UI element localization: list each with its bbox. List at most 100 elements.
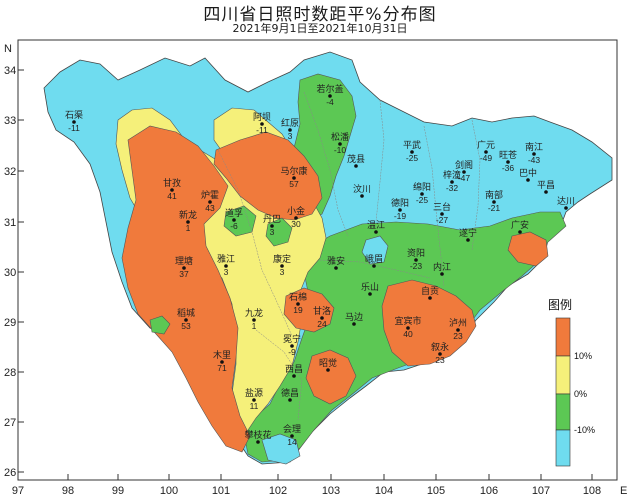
station-dot	[260, 122, 264, 126]
lon-tick-label: 103	[322, 485, 340, 497]
station-36: 内江	[433, 261, 451, 276]
station-name: 松潘	[331, 131, 349, 143]
station-dot	[294, 216, 298, 220]
station-name: 绵阳	[413, 181, 431, 193]
station-value: -9	[288, 347, 296, 357]
station-dot	[290, 434, 294, 438]
lon-tick-label: 108	[583, 485, 601, 497]
zone-cyan-panzhihua	[261, 433, 301, 465]
station-dot	[564, 206, 568, 210]
station-35: 资阳 -23	[407, 248, 425, 271]
station-19: 平昌	[537, 180, 555, 194]
station-13: 汶川	[353, 183, 371, 198]
station-7: 旺苍 -36	[499, 149, 517, 173]
station-48: 木里 71	[213, 349, 231, 373]
station-name: 丹巴	[263, 214, 281, 225]
station-name: 德昌	[281, 387, 299, 399]
station-value: 3	[280, 267, 285, 277]
station-dot	[368, 292, 372, 296]
station-value: 3	[288, 131, 293, 141]
station-dot	[506, 160, 510, 164]
station-46: 马边	[345, 312, 363, 326]
station-21: 道孚 -6	[225, 207, 243, 231]
station-markers: 石渠 -11 若尔盖 -4 阿坝 -11 红原 3 松潘 -10 平武 -25 广元 -49 旺苍 -36 南江…	[65, 83, 575, 447]
station-8: 南江 -43	[525, 141, 543, 165]
station-dot	[352, 322, 356, 326]
station-dot	[288, 128, 292, 132]
station-value: 3	[270, 227, 275, 237]
station-value: -43	[528, 155, 541, 165]
station-42: 自贡	[421, 285, 439, 300]
station-40: 甘洛 24	[313, 305, 331, 329]
station-24: 德阳 -19	[391, 197, 409, 221]
station-45: 冕宁 -9	[283, 333, 301, 357]
station-name: 内江	[433, 261, 451, 273]
legend-swatch-minus10-to-0	[555, 393, 571, 431]
station-17: 梓潼 -32	[443, 169, 461, 193]
station-name: 三台	[433, 201, 451, 213]
station-dot	[428, 296, 432, 300]
lon-tick-label: 100	[160, 485, 178, 497]
station-28: 遂宁	[459, 227, 477, 242]
station-dot	[372, 264, 376, 268]
station-name: 马尔康	[280, 165, 307, 177]
station-value: 40	[403, 329, 413, 339]
station-10: 甘孜 41	[163, 177, 181, 201]
station-name: 南江	[525, 141, 543, 153]
station-name: 平昌	[537, 180, 555, 191]
station-name: 雅江	[217, 253, 235, 265]
station-value: 43	[205, 203, 215, 213]
station-43: 宜宾市 40	[394, 315, 421, 339]
station-name: 九龙	[245, 307, 263, 319]
station-33: 雅安	[327, 255, 345, 270]
station-name: 广安	[511, 219, 529, 231]
zone-orange-liangshan	[305, 349, 357, 405]
station-value: -11	[256, 125, 268, 135]
station-value: -25	[406, 153, 419, 163]
station-23: 小金 30	[287, 205, 305, 229]
station-name: 平武	[403, 139, 421, 151]
station-name: 茂县	[347, 153, 365, 165]
station-name: 康定	[273, 253, 291, 265]
station-dot	[456, 328, 460, 332]
station-name: 红原	[281, 117, 299, 129]
station-dot	[544, 190, 548, 194]
station-38: 九龙 1	[245, 307, 263, 331]
axis-ticks: 97 98 99 100 101 102 103 104 105 106 107 1083433323…	[4, 65, 601, 497]
station-dot	[328, 94, 332, 98]
station-value: 1	[252, 321, 257, 331]
station-value: -6	[230, 221, 238, 231]
station-5: 平武 -25	[403, 139, 421, 163]
lon-tick-label: 97	[12, 485, 24, 497]
station-name: 南部	[485, 189, 503, 201]
station-47: 叙永 23	[431, 341, 449, 365]
station-name: 峨眉	[365, 253, 383, 265]
lon-tick-label: 105	[427, 485, 445, 497]
station-dot	[252, 398, 256, 402]
lon-tick-label: 99	[112, 485, 124, 497]
station-value: 19	[293, 305, 303, 315]
station-value: 11	[250, 401, 259, 411]
station-dot	[326, 368, 330, 372]
station-name: 雅安	[327, 255, 345, 267]
station-dot	[374, 230, 378, 234]
zone-cyan-emei	[361, 235, 389, 265]
station-name: 理塘	[175, 255, 193, 267]
prefecture-boundaries	[217, 91, 481, 421]
station-1: 若尔盖 -4	[316, 83, 343, 107]
station-name: 乐山	[361, 281, 379, 293]
station-value: -4	[326, 97, 334, 107]
station-name: 炉霍	[201, 189, 219, 201]
station-value: 30	[291, 219, 301, 229]
station-dot	[334, 266, 338, 270]
lat-tick-label: 31	[4, 217, 16, 229]
station-9: 马尔康 57	[280, 165, 307, 189]
station-name: 梓潼	[443, 169, 461, 181]
zone-green-daocheng	[149, 315, 171, 335]
station-name: 马边	[345, 312, 363, 323]
station-dot	[450, 180, 454, 184]
station-value: -10	[334, 145, 347, 155]
station-12: 茂县	[347, 153, 365, 168]
station-53: 会理 14	[283, 423, 301, 447]
